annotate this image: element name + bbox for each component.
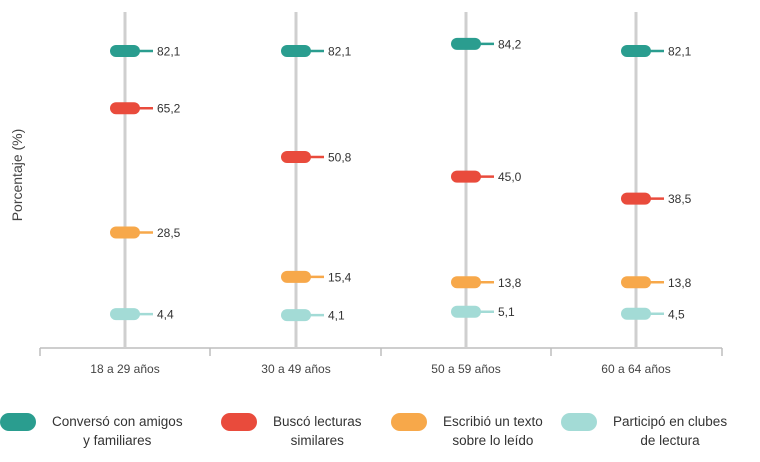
data-label: 45,0 <box>498 170 522 184</box>
data-label: 13,8 <box>498 276 522 290</box>
legend-item: Escribió un texto sobre lo leído <box>391 412 543 450</box>
data-point: 15,4 <box>281 270 352 284</box>
data-point-marker <box>281 270 311 283</box>
legend-swatch <box>221 413 257 431</box>
legend-label: Participó en clubes de lectura <box>613 412 727 450</box>
data-point-marker <box>451 170 481 183</box>
x-tick-label: 30 a 49 años <box>261 362 330 376</box>
data-point-marker <box>281 309 311 322</box>
data-point-marker <box>621 45 651 58</box>
data-point: 82,1 <box>281 45 352 59</box>
data-point: 50,8 <box>281 150 352 164</box>
data-label: 4,4 <box>157 308 174 322</box>
legend-label: Escribió un texto sobre lo leído <box>443 412 543 450</box>
data-point-marker <box>621 192 651 205</box>
data-label: 13,8 <box>668 276 692 290</box>
data-point-marker <box>281 150 311 163</box>
legend-swatch <box>391 413 427 431</box>
data-point: 84,2 <box>451 37 522 51</box>
data-label: 65,2 <box>157 102 181 116</box>
data-point: 13,8 <box>451 276 522 290</box>
data-point-marker <box>621 276 651 289</box>
legend-label-line: Participó en clubes <box>613 414 728 429</box>
data-point: 82,1 <box>110 45 181 59</box>
legend-swatch <box>0 413 36 431</box>
data-point-marker <box>451 305 481 318</box>
data-point-marker <box>281 45 311 58</box>
data-point: 28,5 <box>110 226 181 240</box>
data-point: 13,8 <box>621 276 692 290</box>
data-label: 84,2 <box>498 37 522 51</box>
data-label: 38,5 <box>668 192 692 206</box>
data-point: 45,0 <box>451 170 522 184</box>
data-label: 50,8 <box>328 150 352 164</box>
legend-label-line: de lectura <box>640 433 700 448</box>
data-label: 15,4 <box>328 270 352 284</box>
data-point-marker <box>110 226 140 239</box>
data-point: 4,1 <box>281 309 345 323</box>
data-point: 4,5 <box>621 307 685 321</box>
y-axis-label: Porcentaje (%) <box>9 129 25 222</box>
legend-label-line: Buscó lecturas <box>273 414 362 429</box>
legend-label-line: Conversó con amigos <box>52 414 183 429</box>
legend: Conversó con amigos y familiares Buscó lec… <box>0 412 760 462</box>
x-tick-label: 60 a 64 años <box>601 362 670 376</box>
legend-item: Conversó con amigos y familiares <box>0 412 183 450</box>
legend-label-line: Escribió un texto <box>443 414 543 429</box>
legend-label-line: y familiares <box>83 433 152 448</box>
data-point: 38,5 <box>621 192 692 206</box>
legend-item: Buscó lecturas similares <box>221 412 362 450</box>
data-point: 4,4 <box>110 308 174 322</box>
data-point-marker <box>110 102 140 115</box>
legend-label: Conversó con amigos y familiares <box>52 412 183 450</box>
legend-label-line: sobre lo leído <box>452 433 534 448</box>
data-label: 4,1 <box>328 309 345 323</box>
data-label: 5,1 <box>498 305 515 319</box>
data-label: 82,1 <box>157 45 181 59</box>
legend-label: Buscó lecturas similares <box>273 412 362 450</box>
legend-swatch <box>561 413 597 431</box>
data-point: 82,1 <box>621 45 692 59</box>
data-label: 4,5 <box>668 307 685 321</box>
data-point: 5,1 <box>451 305 515 319</box>
data-point-marker <box>110 308 140 321</box>
data-point-marker <box>451 276 481 289</box>
x-tick-label: 50 a 59 años <box>431 362 500 376</box>
data-point: 65,2 <box>110 102 181 116</box>
data-label: 28,5 <box>157 226 181 240</box>
data-point-marker <box>451 37 481 50</box>
dot-chart: Porcentaje (%) 18 a 29 años 30 a 49 años 5… <box>9 12 723 376</box>
legend-label-line: similares <box>290 433 344 448</box>
data-point-marker <box>621 307 651 320</box>
data-label: 82,1 <box>328 45 352 59</box>
x-tick-label: 18 a 29 años <box>90 362 159 376</box>
data-label: 82,1 <box>668 45 692 59</box>
data-point-marker <box>110 45 140 58</box>
legend-item: Participó en clubes de lectura <box>561 412 727 450</box>
